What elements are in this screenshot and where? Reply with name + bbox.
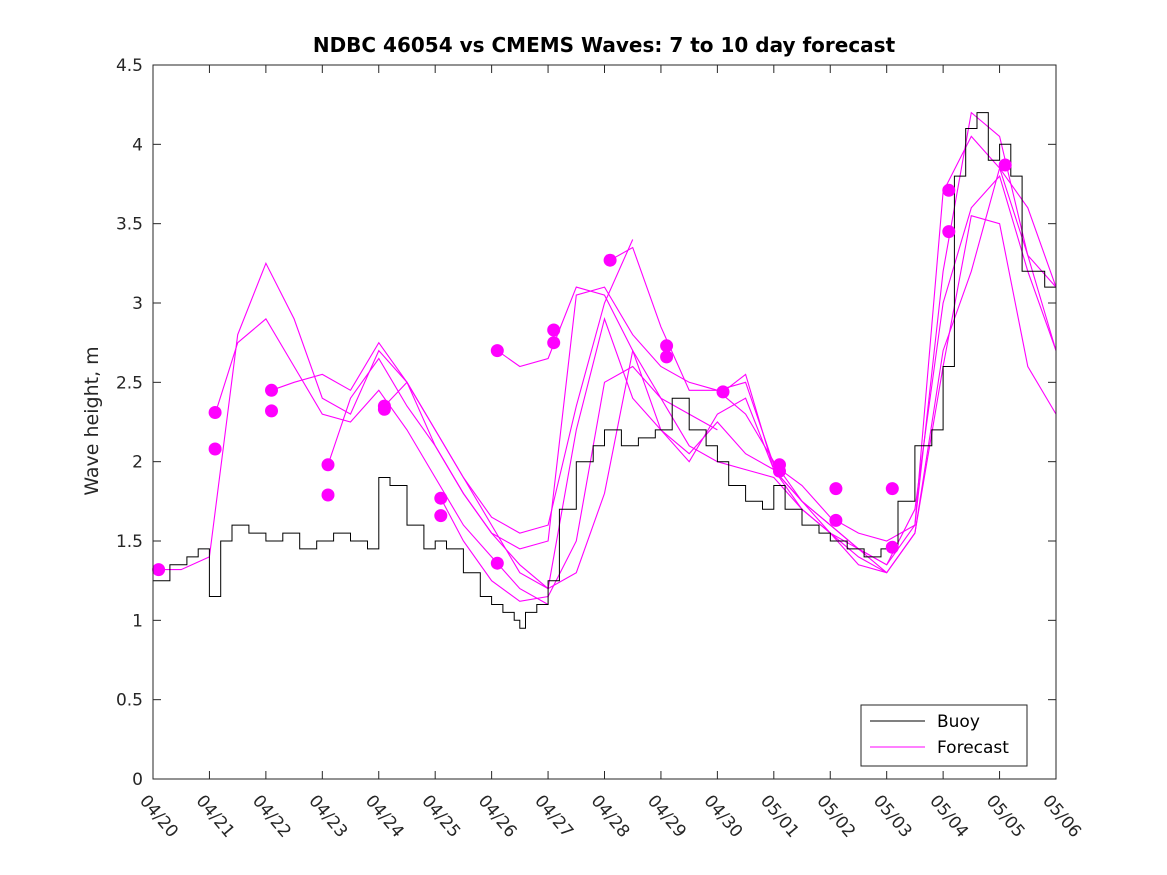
forecast-line xyxy=(153,135,1057,571)
y-tick-label: 3 xyxy=(132,294,143,314)
x-tick-label: 04/25 xyxy=(417,791,464,841)
x-tick-label: 05/02 xyxy=(812,791,859,841)
x-tick-label: 05/03 xyxy=(869,791,916,841)
legend-box xyxy=(860,704,1028,767)
forecast-marker xyxy=(434,491,448,505)
forecast-marker xyxy=(660,339,674,353)
forecast-marker xyxy=(490,556,504,570)
x-tick-label: 05/01 xyxy=(756,791,803,841)
forecast-marker xyxy=(829,513,843,527)
forecast-marker xyxy=(208,406,222,419)
buoy-line xyxy=(153,112,1057,629)
y-tick-label: 0 xyxy=(132,770,143,790)
y-tick-label: 0.5 xyxy=(116,691,143,711)
legend-forecast-label: Forecast xyxy=(937,738,1009,758)
forecast-marker xyxy=(885,482,899,496)
y-axis: 0 0.5 1 1.5 2 2.5 3 3.5 4 4.5 xyxy=(116,56,1056,790)
legend: Buoy Forecast xyxy=(860,704,1028,767)
x-tick-label: 05/06 xyxy=(1038,791,1085,841)
y-tick-label: 3.5 xyxy=(116,215,143,235)
y-tick-label: 1 xyxy=(132,611,143,631)
chart-title: NDBC 46054 vs CMEMS Waves: 7 to 10 day f… xyxy=(313,33,896,57)
x-tick-label: 04/30 xyxy=(700,791,747,841)
forecast-marker xyxy=(377,402,391,416)
legend-buoy-label: Buoy xyxy=(937,712,980,732)
x-tick-label: 05/04 xyxy=(925,791,972,841)
forecast-marker xyxy=(434,509,448,523)
forecast-marker xyxy=(885,540,899,554)
x-tick-label: 04/24 xyxy=(361,791,408,841)
forecast-marker xyxy=(998,158,1012,172)
x-tick-label: 04/29 xyxy=(643,791,690,841)
x-tick-label: 05/05 xyxy=(982,791,1029,841)
forecast-line xyxy=(722,166,1057,574)
forecast-marker xyxy=(321,458,335,472)
axes-box xyxy=(152,64,1057,780)
forecast-marker xyxy=(773,464,786,478)
forecast-line xyxy=(440,215,1057,602)
x-tick-label: 04/20 xyxy=(135,791,182,841)
y-axis-label: Wave height, m xyxy=(81,346,103,495)
y-tick-label: 4.5 xyxy=(116,56,143,76)
x-tick-label: 04/28 xyxy=(587,791,634,841)
forecast-marker xyxy=(603,253,617,267)
y-tick-label: 2 xyxy=(132,453,143,473)
forecast-marker xyxy=(829,482,843,496)
x-tick-label: 04/27 xyxy=(530,791,577,841)
forecast-marker xyxy=(265,383,278,397)
x-tick-label: 04/26 xyxy=(474,791,521,841)
forecast-line xyxy=(609,111,1057,542)
y-tick-label: 1.5 xyxy=(116,532,143,552)
plot-area xyxy=(152,111,1057,629)
forecast-marker xyxy=(547,323,561,337)
y-tick-label: 2.5 xyxy=(116,373,143,393)
forecast-marker xyxy=(660,350,674,364)
forecast-marker xyxy=(716,385,730,399)
x-tick-label: 04/22 xyxy=(248,791,295,841)
y-tick-label: 4 xyxy=(132,135,143,155)
forecast-marker xyxy=(547,336,561,350)
forecast-marker xyxy=(152,563,166,577)
forecast-marker xyxy=(321,488,335,502)
forecast-line xyxy=(327,349,718,590)
forecast-line xyxy=(496,174,1057,566)
forecast-marker xyxy=(208,442,222,456)
x-tick-label: 04/21 xyxy=(192,791,239,841)
x-tick-label: 04/23 xyxy=(304,791,351,841)
forecast-line xyxy=(214,318,549,605)
forecast-marker xyxy=(942,225,956,239)
forecast-marker xyxy=(490,344,504,358)
forecast-marker xyxy=(265,404,278,418)
forecast-marker xyxy=(942,183,956,197)
